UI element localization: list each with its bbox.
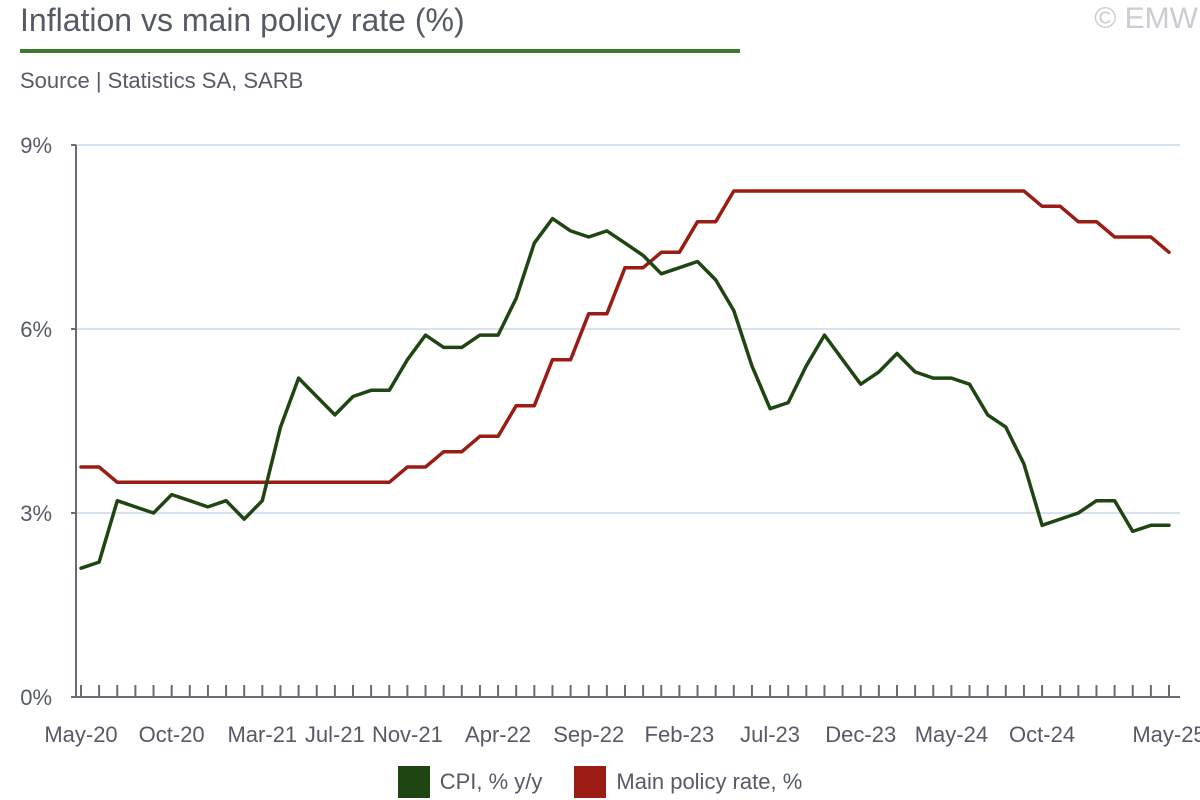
legend-label-policy-rate: Main policy rate, % xyxy=(616,769,803,794)
y-tick-label: 3% xyxy=(20,501,52,526)
legend-swatch-cpi xyxy=(397,766,430,798)
chart-title: Inflation vs main policy rate (%) xyxy=(20,2,465,38)
x-tick-label: Nov-21 xyxy=(372,722,443,747)
x-tick-label: Oct-24 xyxy=(1009,722,1075,747)
x-tick-label: Jul-21 xyxy=(305,722,365,747)
x-tick-label: Jul-23 xyxy=(740,722,800,747)
title-underline xyxy=(20,49,740,53)
legend-swatch-policy-rate xyxy=(574,766,607,798)
y-tick-label: 9% xyxy=(20,133,52,158)
legend-label-cpi: CPI, % y/y xyxy=(439,769,543,794)
legend-item-policy-rate: Main policy rate, % xyxy=(574,766,802,798)
y-tick-label: 0% xyxy=(20,685,52,710)
legend: CPI, % y/y Main policy rate, % xyxy=(0,766,1200,798)
x-tick-label: May-20 xyxy=(44,722,117,747)
series-line-cpi xyxy=(79,216,1171,570)
x-tick-label: Oct-20 xyxy=(139,722,205,747)
x-tick-label: Dec-23 xyxy=(825,722,896,747)
y-tick-label: 6% xyxy=(20,317,52,342)
chart-source: Source | Statistics SA, SARB xyxy=(20,68,304,93)
series-line-policy-rate xyxy=(79,189,1171,485)
legend-item-cpi: CPI, % y/y xyxy=(397,766,543,798)
x-tick-label: May-24 xyxy=(915,722,988,747)
copyright-watermark: © EMW xyxy=(1094,2,1198,35)
x-tick-label: May-25 xyxy=(1132,722,1200,747)
x-tick-label: Sep-22 xyxy=(553,722,624,747)
x-tick-label: Apr-22 xyxy=(465,722,531,747)
x-tick-label: Mar-21 xyxy=(227,722,297,747)
x-tick-label: Feb-23 xyxy=(645,722,715,747)
